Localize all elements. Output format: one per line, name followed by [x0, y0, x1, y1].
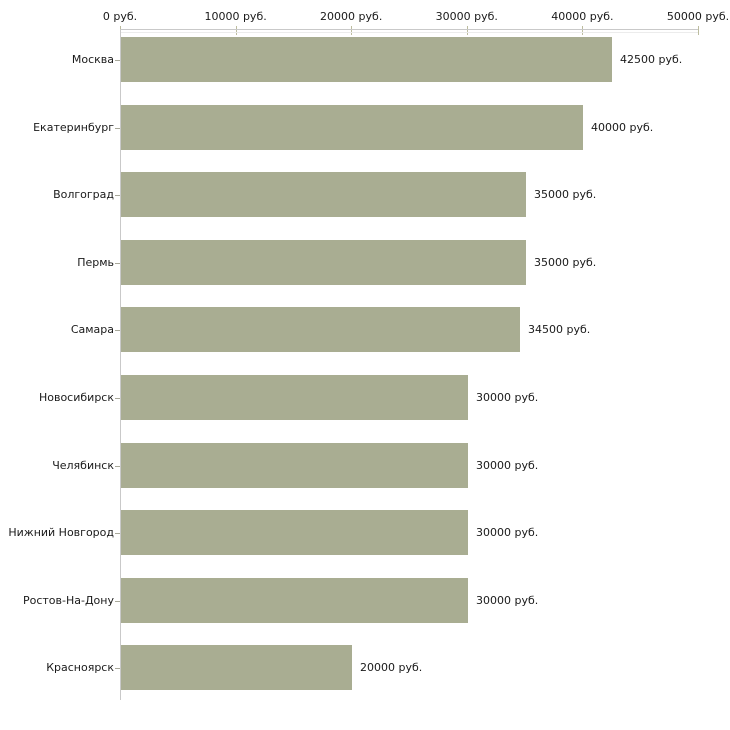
category-label: Нижний Новгород	[8, 526, 114, 539]
bar	[121, 510, 468, 555]
x-axis-line	[120, 29, 698, 33]
x-axis-tick-mark	[466, 26, 468, 35]
category-label: Челябинск	[52, 459, 114, 472]
category-tick-mark	[115, 195, 120, 196]
x-axis-tick-label: 30000 руб.	[435, 10, 498, 23]
category-tick-mark	[115, 330, 120, 331]
value-label: 42500 руб.	[620, 53, 683, 66]
category-tick-mark	[115, 398, 120, 399]
category-tick-mark	[115, 263, 120, 264]
value-label: 34500 руб.	[528, 323, 591, 336]
category-label: Красноярск	[46, 661, 114, 674]
x-axis-tick-label: 20000 руб.	[320, 10, 383, 23]
category-label: Екатеринбург	[33, 121, 114, 134]
category-tick-mark	[115, 601, 120, 602]
x-axis-tick-label: 10000 руб.	[204, 10, 267, 23]
bar	[121, 37, 612, 82]
bar	[121, 375, 468, 420]
category-tick-mark	[115, 466, 120, 467]
x-axis-tick-label: 0 руб.	[102, 10, 138, 23]
bar	[121, 578, 468, 623]
category-label: Москва	[71, 53, 114, 66]
y-axis-line	[120, 30, 121, 700]
x-axis-tick-label: 40000 руб.	[551, 10, 614, 23]
value-label: 30000 руб.	[476, 391, 539, 404]
bar	[121, 172, 526, 217]
value-label: 30000 руб.	[476, 594, 539, 607]
category-tick-mark	[115, 533, 120, 534]
x-axis-tick-mark	[582, 26, 584, 35]
x-axis-tick-mark	[351, 26, 353, 35]
bar	[121, 443, 468, 488]
bar	[121, 307, 520, 352]
x-axis-tick-mark	[235, 26, 237, 35]
value-label: 20000 руб.	[360, 661, 423, 674]
bar	[121, 105, 583, 150]
category-label: Самара	[70, 323, 114, 336]
value-label: 35000 руб.	[534, 188, 597, 201]
x-axis-tick-mark	[698, 26, 699, 35]
category-label: Ростов-На-Дону	[22, 594, 114, 607]
value-label: 35000 руб.	[534, 256, 597, 269]
value-label: 40000 руб.	[591, 121, 654, 134]
category-label: Новосибирск	[38, 391, 114, 404]
category-label: Пермь	[77, 256, 114, 269]
x-axis-tick-label: 50000 руб.	[666, 10, 730, 23]
value-label: 30000 руб.	[476, 459, 539, 472]
value-label: 30000 руб.	[476, 526, 539, 539]
category-tick-mark	[115, 128, 120, 129]
bar	[121, 240, 526, 285]
category-tick-mark	[115, 60, 120, 61]
category-label: Волгоград	[53, 188, 114, 201]
bar	[121, 645, 352, 690]
category-tick-mark	[115, 668, 120, 669]
